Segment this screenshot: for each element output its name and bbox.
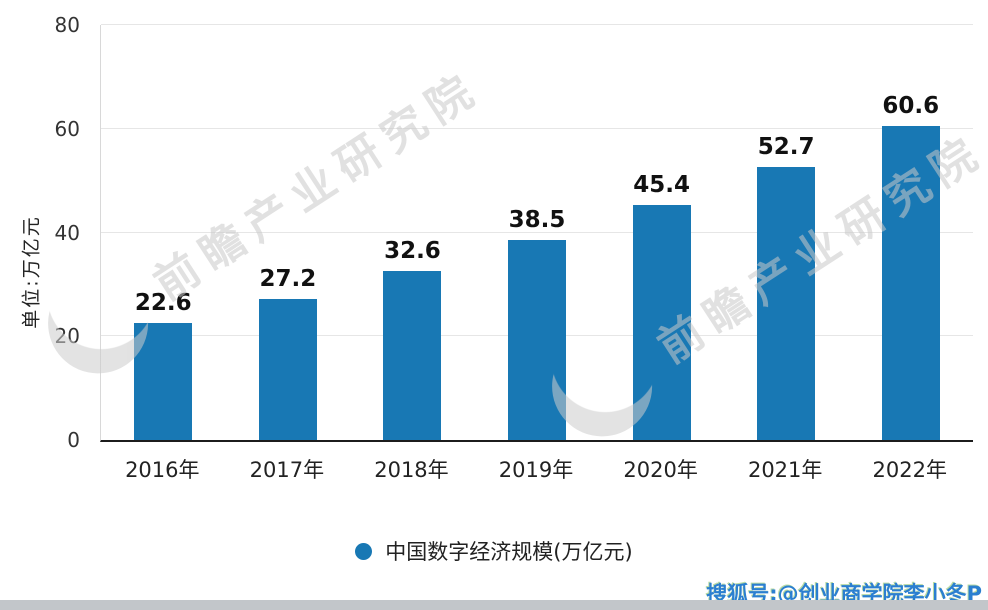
legend-marker-icon bbox=[355, 542, 373, 560]
y-tick-label: 0 bbox=[67, 428, 80, 452]
bar-group: 45.4 bbox=[599, 25, 724, 440]
bar bbox=[383, 270, 442, 440]
x-tick-label: 2021年 bbox=[747, 458, 823, 482]
x-tick-label: 2016年 bbox=[125, 458, 200, 482]
y-tick-label: 80 bbox=[54, 13, 80, 37]
bar bbox=[632, 204, 691, 440]
bar bbox=[508, 240, 567, 440]
bar-group: 32.6 bbox=[350, 25, 475, 440]
bar bbox=[258, 298, 317, 440]
bar-group: 38.5 bbox=[475, 25, 600, 440]
x-tick-label: 2017年 bbox=[249, 458, 325, 482]
x-axis-labels: 2016年 2017年 2018年 2019年 2020年 2021年 2022年 bbox=[100, 454, 972, 484]
bar-value-label: 45.4 bbox=[633, 171, 690, 198]
bar-value-label: 52.7 bbox=[757, 133, 815, 160]
y-tick-label: 40 bbox=[54, 220, 80, 245]
plot-area: 22.6 27.2 32.6 38.5 45.4 52.7 60.6 bbox=[100, 24, 973, 442]
bar-value-label: 22.6 bbox=[134, 289, 192, 316]
gridline bbox=[101, 24, 973, 25]
bar-value-label: 38.5 bbox=[508, 207, 566, 234]
x-tick-label: 2019年 bbox=[498, 458, 574, 482]
x-tick-label: 2018年 bbox=[374, 458, 449, 482]
bars: 22.6 27.2 32.6 38.5 45.4 52.7 60.6 bbox=[101, 25, 973, 440]
gridline bbox=[101, 231, 973, 233]
footer-strip bbox=[0, 600, 988, 610]
y-tick-label: 20 bbox=[54, 324, 80, 349]
bar-group: 60.6 bbox=[848, 25, 973, 440]
bar bbox=[134, 322, 193, 440]
bar-value-label: 27.2 bbox=[259, 265, 317, 292]
bar-value-label: 32.6 bbox=[384, 237, 441, 264]
bar-group: 27.2 bbox=[226, 25, 351, 440]
bar bbox=[757, 166, 816, 440]
bar-value-label: 60.6 bbox=[882, 92, 940, 119]
bar-group: 22.6 bbox=[101, 25, 226, 440]
y-tick-label: 60 bbox=[54, 116, 80, 141]
legend: 中国数字经济规模(万亿元) bbox=[0, 536, 988, 566]
y-axis-ticks: 0 20 40 60 80 bbox=[0, 13, 92, 452]
bar-group: 52.7 bbox=[724, 25, 849, 440]
x-tick-label: 2022年 bbox=[872, 458, 947, 482]
gridline bbox=[101, 127, 973, 129]
legend-label: 中国数字经济规模(万亿元) bbox=[385, 540, 633, 564]
x-tick-label: 2020年 bbox=[623, 458, 698, 482]
bar bbox=[881, 125, 940, 440]
